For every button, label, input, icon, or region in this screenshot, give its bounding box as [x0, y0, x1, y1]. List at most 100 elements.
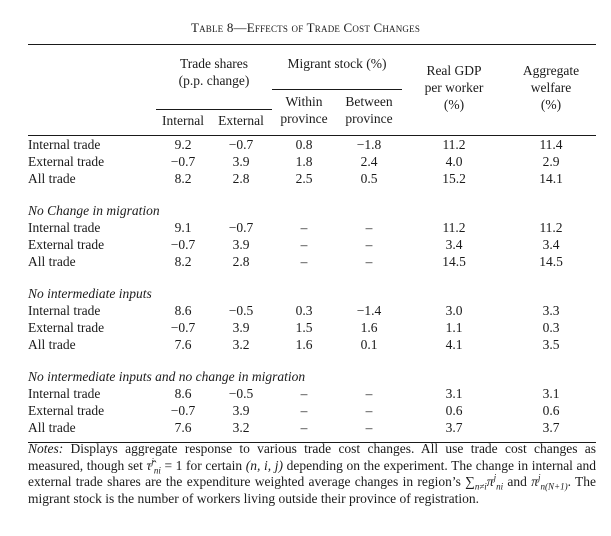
table-title: Table 8—Effects of Trade Cost Changes — [190, 20, 421, 35]
table-cell: – — [365, 254, 373, 269]
table-body: Internal trade 9.2 −0.7 0.8 −1.8 11.2 11.4 Exte… — [28, 136, 596, 437]
table-cell: 3.9 — [232, 237, 250, 252]
row-label: All trade — [28, 420, 76, 435]
table-cell: 14.5 — [539, 254, 563, 269]
header-welfare-unit: (%) — [540, 97, 562, 112]
row-label: External trade — [28, 320, 105, 335]
table-cell: −1.4 — [356, 303, 382, 318]
table-cell: 15.2 — [442, 171, 466, 186]
table-row: External trade −0.7 3.9 1.5 1.6 1.1 0.3 — [28, 319, 596, 336]
table-cell: 9.1 — [174, 220, 192, 235]
table-cell: 3.7 — [445, 420, 463, 435]
table-cell: 4.1 — [445, 337, 463, 352]
section-spacer — [28, 353, 596, 368]
row-label: All trade — [28, 337, 76, 352]
table-cell: – — [300, 386, 308, 401]
table-row: Internal trade 8.6 −0.5 – – 3.1 3.1 — [28, 385, 596, 402]
table-cell: – — [300, 220, 308, 235]
header-internal: Internal — [162, 113, 204, 128]
table-row: External trade −0.7 3.9 – – 3.4 3.4 — [28, 236, 596, 253]
table-cell: 3.3 — [542, 303, 560, 318]
table-cell: 1.6 — [295, 337, 313, 352]
table-cell: – — [300, 420, 308, 435]
section-heading-row: No intermediate inputs and no change in … — [28, 368, 596, 385]
table-cell: 0.5 — [360, 171, 378, 186]
table-cell: 8.2 — [174, 254, 192, 269]
table-cell: 3.9 — [232, 403, 250, 418]
table-cell: 3.2 — [232, 337, 250, 352]
table-cell: −0.7 — [228, 220, 254, 235]
table-cell: 0.8 — [295, 137, 313, 152]
row-label: Internal trade — [28, 386, 101, 401]
header-within: Within — [285, 93, 323, 109]
table-cell: 3.9 — [232, 320, 250, 335]
notes-text-2: = 1 for certain — [164, 457, 243, 473]
table-cell: 14.5 — [442, 254, 466, 269]
row-label: External trade — [28, 403, 105, 418]
table-cell: 11.4 — [539, 137, 563, 152]
header-row-2: Within Between — [28, 89, 596, 110]
header-real-gdp: Real GDP per worker (%) — [402, 45, 506, 130]
notes-text-4: and — [507, 474, 527, 490]
header-trade-shares-label: Trade shares — [179, 56, 249, 71]
table-cell: 3.7 — [542, 420, 560, 435]
header-gdp-unit: (%) — [443, 97, 465, 112]
table-notes: Notes: Displays aggregate response to va… — [28, 441, 596, 507]
row-label: External trade — [28, 237, 105, 252]
row-label: External trade — [28, 154, 105, 169]
table-row: All trade 8.2 2.8 – – 14.5 14.5 — [28, 253, 596, 270]
math-tuple: (n, i, j) — [245, 457, 283, 473]
table-cell: −0.7 — [170, 403, 196, 418]
notes-text-5: . The migrant stock is the number of wor… — [28, 474, 597, 506]
table-cell: – — [365, 237, 373, 252]
table-cell: 3.5 — [542, 337, 560, 352]
header-trade-shares: Trade shares (p.p. change) — [156, 45, 272, 90]
table-cell: – — [365, 386, 373, 401]
table-cell: −0.7 — [170, 154, 196, 169]
table-cell: – — [365, 403, 373, 418]
table-cell: 3.2 — [232, 420, 250, 435]
section-heading: No intermediate inputs — [28, 286, 152, 301]
table-cell: 8.6 — [174, 386, 192, 401]
table-cell: 3.4 — [542, 237, 560, 252]
table-cell: 0.6 — [445, 403, 463, 418]
table-row: All trade 8.2 2.8 2.5 0.5 15.2 14.1 — [28, 170, 596, 187]
table-cell: −0.7 — [170, 320, 196, 335]
notes-text-1: Displays aggregate response to various t… — [28, 441, 597, 473]
header-aggregate-label: Aggregate — [522, 63, 580, 78]
table-cell: 3.1 — [542, 386, 560, 401]
section-spacer — [28, 270, 596, 285]
table-cell: −0.7 — [228, 137, 254, 152]
table-cell: 0.3 — [295, 303, 313, 318]
table-cell: −0.7 — [170, 237, 196, 252]
table-cell: −0.5 — [228, 386, 254, 401]
row-label: Internal trade — [28, 303, 101, 318]
row-label: Internal trade — [28, 137, 101, 152]
table-row: External trade −0.7 3.9 1.8 2.4 4.0 2.9 — [28, 153, 596, 170]
row-label: Internal trade — [28, 220, 101, 235]
header-external: External — [218, 113, 264, 128]
table-cell: 3.9 — [232, 154, 250, 169]
table-cell: 9.2 — [174, 137, 192, 152]
section-heading: No Change in migration — [28, 203, 160, 218]
header-migrant-stock: Migrant stock (%) — [272, 44, 402, 90]
table-cell: 1.8 — [295, 154, 313, 169]
results-table: Trade shares (p.p. change) Migrant stock… — [28, 44, 596, 443]
table-cell: – — [300, 237, 308, 252]
table-row: Internal trade 9.1 −0.7 – – 11.2 11.2 — [28, 219, 596, 236]
table-cell: 1.5 — [295, 320, 313, 335]
table-cell: 3.1 — [445, 386, 463, 401]
table-cell: 0.1 — [360, 337, 378, 352]
table-row: Internal trade 8.6 −0.5 0.3 −1.4 3.0 3.3 — [28, 302, 596, 319]
table-cell: 8.6 — [174, 303, 192, 318]
table-cell: −0.5 — [228, 303, 254, 318]
table-cell: 2.9 — [542, 154, 560, 169]
table-cell: 4.0 — [445, 154, 463, 169]
row-label: All trade — [28, 171, 76, 186]
header-migrant-stock-label: Migrant stock (%) — [287, 56, 387, 71]
table-cell: – — [300, 254, 308, 269]
header-row-3: Internal External province province — [28, 110, 596, 130]
table-cell: 0.3 — [542, 320, 560, 335]
table-cell: 11.2 — [539, 220, 563, 235]
